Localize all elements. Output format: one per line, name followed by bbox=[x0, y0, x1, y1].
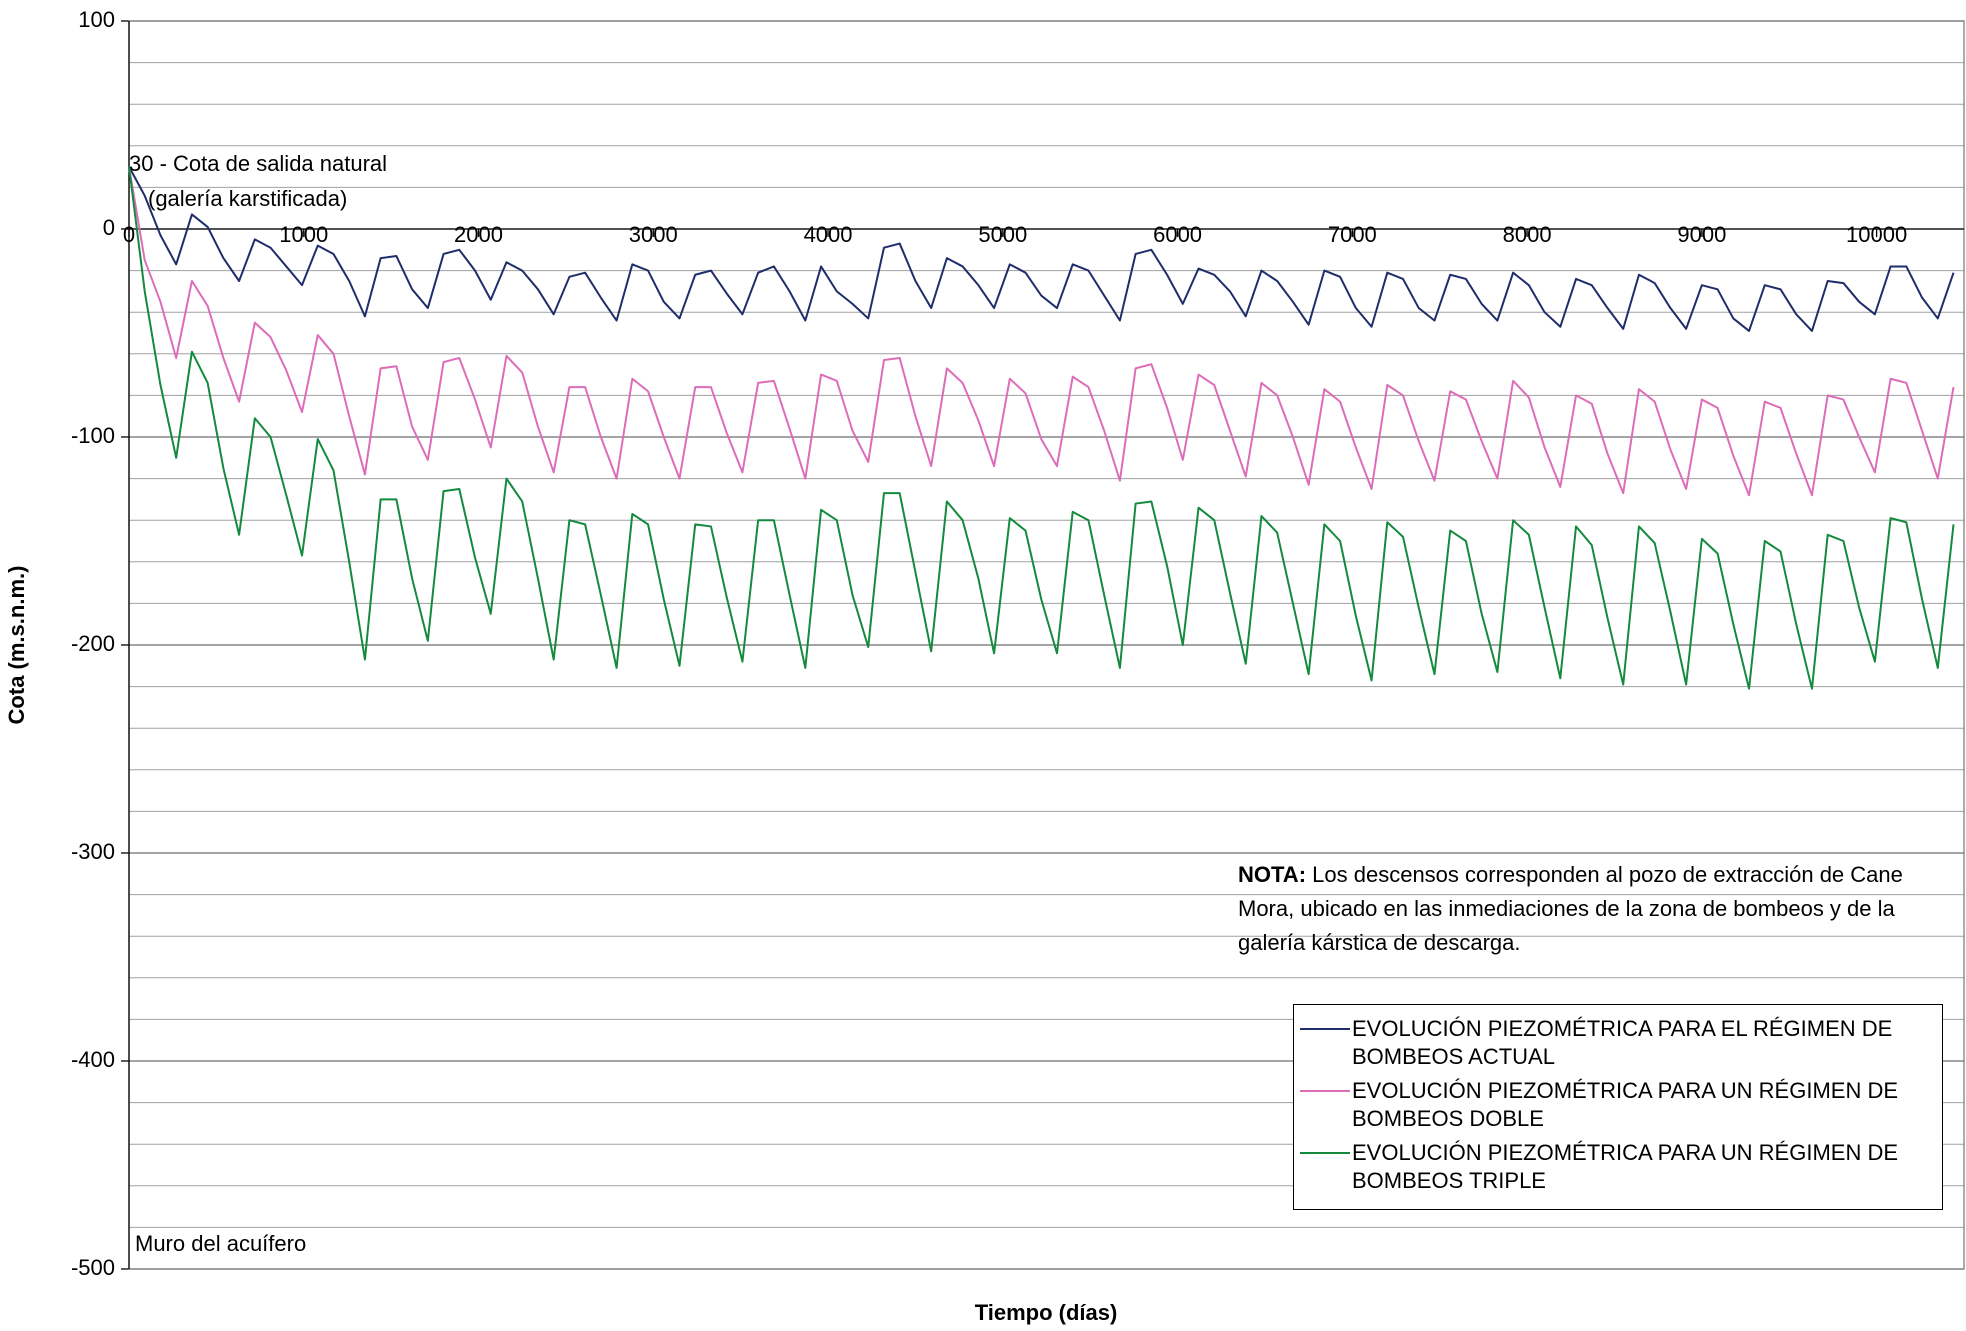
note-label: NOTA: bbox=[1238, 862, 1307, 887]
y-tick-label: 0 bbox=[103, 215, 115, 240]
y-tick-label: -200 bbox=[71, 631, 115, 656]
y-tick-label: -100 bbox=[71, 423, 115, 448]
legend-entry: EVOLUCIÓN PIEZOMÉTRICA PARA UN RÉGIMEN D… bbox=[1300, 1077, 1932, 1133]
legend-label: EVOLUCIÓN PIEZOMÉTRICA PARA EL RÉGIMEN D… bbox=[1352, 1016, 1893, 1069]
series-line bbox=[128, 166, 1955, 497]
y-tick-label: -400 bbox=[71, 1047, 115, 1072]
y-tick-label: -300 bbox=[71, 839, 115, 864]
legend-entry: EVOLUCIÓN PIEZOMÉTRICA PARA UN RÉGIMEN D… bbox=[1300, 1139, 1932, 1195]
y-axis-label: Cota (m.s.n.m.) bbox=[4, 566, 29, 725]
annotation: Muro del acuífero bbox=[135, 1231, 306, 1256]
legend-swatch bbox=[1300, 1028, 1350, 1030]
x-tick-label: 5000 bbox=[978, 222, 1027, 247]
x-tick-label: 2000 bbox=[454, 222, 503, 247]
x-tick-label: 9000 bbox=[1677, 222, 1726, 247]
legend-label: EVOLUCIÓN PIEZOMÉTRICA PARA UN RÉGIMEN D… bbox=[1352, 1140, 1899, 1193]
series-line bbox=[128, 166, 1955, 690]
x-tick-label: 0 bbox=[123, 222, 135, 247]
annotation: (galería karstificada) bbox=[148, 186, 347, 211]
note-text: Los descensos corresponden al pozo de ex… bbox=[1238, 862, 1903, 955]
legend-swatch bbox=[1300, 1090, 1350, 1092]
y-tick-label: 100 bbox=[78, 7, 115, 32]
x-tick-label: 4000 bbox=[804, 222, 853, 247]
x-tick-label: 6000 bbox=[1153, 222, 1202, 247]
x-tick-label: 1000 bbox=[279, 222, 328, 247]
y-tick-label: -500 bbox=[71, 1255, 115, 1280]
legend-entry: EVOLUCIÓN PIEZOMÉTRICA PARA EL RÉGIMEN D… bbox=[1300, 1015, 1932, 1071]
legend-label: EVOLUCIÓN PIEZOMÉTRICA PARA UN RÉGIMEN D… bbox=[1352, 1078, 1899, 1131]
x-axis-label: Tiempo (días) bbox=[975, 1300, 1118, 1325]
annotation: 30 - Cota de salida natural bbox=[129, 151, 387, 176]
legend-swatch bbox=[1300, 1152, 1350, 1154]
series-line bbox=[128, 166, 1955, 332]
x-tick-label: 7000 bbox=[1328, 222, 1377, 247]
x-tick-label: 10000 bbox=[1846, 222, 1907, 247]
x-tick-label: 8000 bbox=[1503, 222, 1552, 247]
legend: EVOLUCIÓN PIEZOMÉTRICA PARA EL RÉGIMEN D… bbox=[1293, 1004, 1943, 1210]
note: NOTA: Los descensos corresponden al pozo… bbox=[1238, 858, 1918, 960]
x-tick-label: 3000 bbox=[629, 222, 678, 247]
